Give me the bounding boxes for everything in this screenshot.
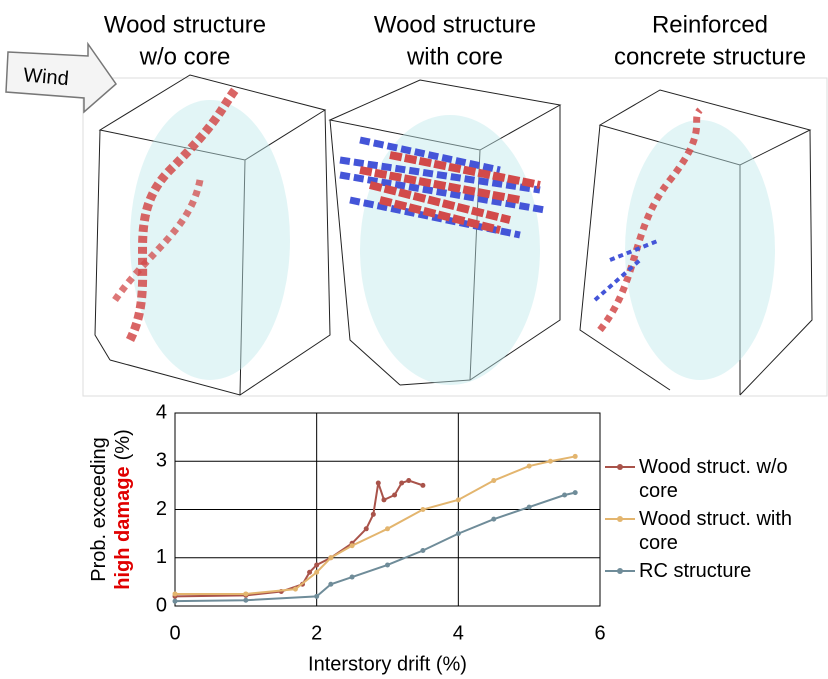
figure: Wind 0 1 2 3 4 0 2 4 6 Interstory drift (%) Prob. … [0, 0, 828, 679]
series-point [314, 570, 319, 575]
series-point [364, 526, 369, 531]
series-point [491, 517, 496, 522]
y-tick-label: 2 [156, 498, 167, 520]
panel-title: Reinforced [652, 11, 768, 38]
series-point [173, 591, 178, 596]
y-axis-label-unit: (%) [112, 429, 134, 460]
panel-title: w/o core [139, 43, 231, 70]
series-point [456, 531, 461, 536]
legend-item: Wood struct. w/o core [605, 455, 825, 503]
series-point [314, 594, 319, 599]
series-point [350, 575, 355, 580]
panel-title: Wood structure [374, 11, 536, 38]
panel-title: Wood structure [104, 11, 266, 38]
series-line [175, 456, 575, 594]
series-point [328, 555, 333, 560]
series-point [527, 464, 532, 469]
series-point [314, 562, 319, 567]
legend-item: Wood struct. with core [605, 507, 825, 555]
series-point [420, 548, 425, 553]
series-point [392, 493, 397, 498]
legend-swatch [605, 512, 635, 526]
series-point [173, 599, 178, 604]
series-point [562, 493, 567, 498]
x-tick-label: 2 [311, 622, 322, 644]
series-point [420, 507, 425, 512]
y-tick-label: 1 [156, 546, 167, 568]
legend-label: Wood struct. w/o core [639, 456, 788, 502]
panel-title: concrete structure [614, 43, 806, 70]
panel-title: with core [406, 43, 503, 70]
y-tick-label: 4 [156, 401, 167, 423]
series-point [328, 582, 333, 587]
series-point [381, 497, 386, 502]
series-point [376, 480, 381, 485]
series-point [573, 490, 578, 495]
legend-label: Wood struct. with core [639, 508, 792, 554]
series-point [573, 454, 578, 459]
legend-item: RC structure [605, 559, 825, 583]
y-tick-label: 3 [156, 450, 167, 472]
x-tick-label: 4 [453, 622, 464, 644]
series-point [243, 598, 248, 603]
plot-area: 0 1 2 3 4 0 2 4 6 Interstory drift (%) Prob. excee… [88, 401, 605, 675]
x-axis-label: Interstory drift (%) [308, 653, 467, 675]
series-point [420, 483, 425, 488]
y-axis-label-line: Prob. exceeding [88, 437, 110, 582]
series-point [456, 497, 461, 502]
series-point [243, 591, 248, 596]
series-point [293, 587, 298, 592]
series-point [350, 543, 355, 548]
series-point [385, 562, 390, 567]
x-tick-label: 6 [594, 622, 605, 644]
series-point [406, 478, 411, 483]
x-tick-label: 0 [169, 622, 180, 644]
series-point [307, 570, 312, 575]
series-point [491, 478, 496, 483]
legend: Wood struct. w/o core Wood struct. with c… [605, 455, 825, 587]
wind-label: Wind [22, 64, 69, 90]
series-point [399, 480, 404, 485]
legend-swatch [605, 564, 635, 578]
series-point [371, 512, 376, 517]
series-line [175, 481, 423, 597]
series-point [548, 459, 553, 464]
y-axis-label-highlight: high damage [112, 466, 134, 589]
y-tick-label: 0 [156, 594, 167, 616]
series-point [385, 526, 390, 531]
legend-swatch [605, 460, 635, 474]
series-point [527, 505, 532, 510]
legend-label: RC structure [639, 560, 751, 582]
